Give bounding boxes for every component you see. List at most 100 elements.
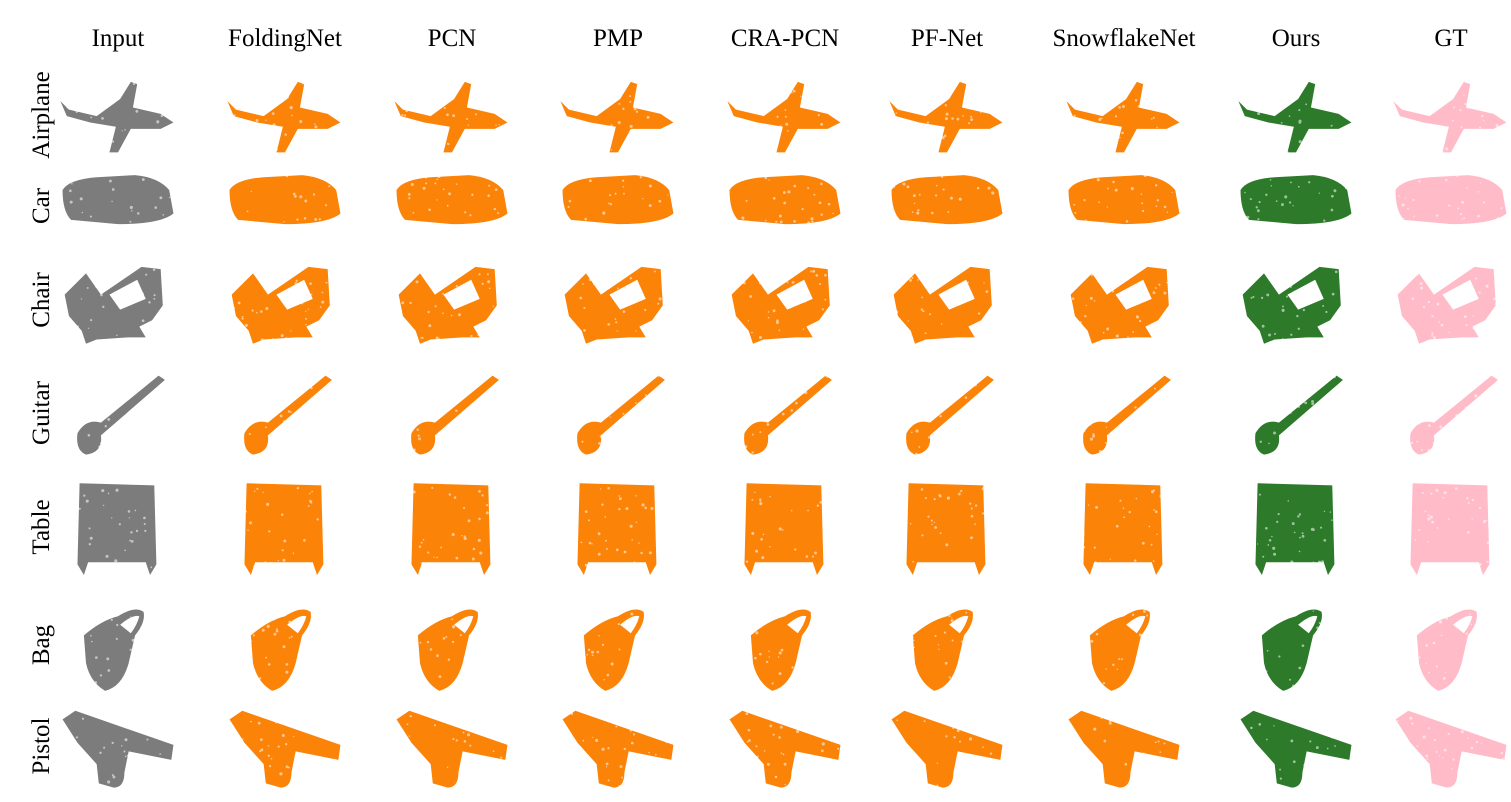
result-chair-pmp (553, 252, 683, 348)
result-pistol-pmp (553, 698, 683, 794)
result-bag-snowflakenet (1059, 597, 1189, 693)
result-chair-cra-pcn (720, 252, 850, 348)
airplane-icon (394, 75, 508, 154)
chair-icon (1396, 260, 1506, 344)
result-guitar-snowflakenet (1059, 365, 1189, 461)
result-guitar-pcn (387, 365, 517, 461)
result-table-cra-pcn (720, 479, 850, 575)
car-icon (1068, 166, 1180, 248)
guitar-icon (68, 374, 172, 455)
column-header-snowflakenet: SnowflakeNet (1052, 25, 1196, 52)
pistol-icon (1068, 705, 1180, 788)
table-icon (567, 483, 673, 575)
result-guitar-ours (1231, 365, 1361, 461)
result-pistol-foldingnet (220, 698, 350, 794)
result-chair-input (53, 252, 183, 348)
result-airplane-input (53, 67, 183, 163)
pistol-icon (229, 706, 341, 788)
airplane-icon (889, 74, 1003, 156)
column-header-ours: Ours (1271, 25, 1321, 52)
result-guitar-cra-pcn (720, 365, 850, 461)
result-guitar-foldingnet (220, 365, 350, 461)
result-guitar-pmp (553, 365, 683, 461)
result-pistol-pf-net (882, 698, 1012, 794)
column-header-pcn: PCN (427, 25, 477, 52)
row-label-table: Table (28, 499, 55, 555)
result-table-pf-net (882, 479, 1012, 575)
chair-icon (1242, 259, 1349, 344)
row-label-chair: Chair (28, 272, 55, 328)
column-header-input: Input (91, 25, 145, 52)
car-icon (62, 166, 174, 248)
result-guitar-gt (1386, 365, 1511, 461)
result-table-ours (1231, 479, 1361, 575)
result-car-pf-net (882, 158, 1012, 254)
table-icon (1249, 483, 1350, 575)
airplane-icon (227, 80, 341, 154)
result-table-pcn (387, 479, 517, 575)
result-bag-foldingnet (220, 597, 350, 693)
result-bag-pcn (387, 597, 517, 693)
result-table-input (53, 479, 183, 575)
table-icon (1071, 483, 1177, 575)
car-icon (891, 165, 1003, 247)
car-icon (229, 168, 341, 249)
result-table-pmp (553, 479, 683, 575)
table-icon (230, 483, 334, 575)
airplane-icon (1066, 79, 1180, 158)
result-pistol-input (53, 698, 183, 794)
chair-icon (1070, 260, 1178, 344)
result-chair-foldingnet (220, 252, 350, 348)
guitar-icon (1070, 375, 1179, 455)
car-icon (562, 165, 674, 247)
column-header-pmp: PMP (592, 25, 644, 52)
row-label-pistol: Pistol (28, 717, 55, 775)
guitar-icon (895, 375, 1000, 456)
column-header-cra-pcn: CRA-PCN (730, 25, 840, 52)
result-airplane-pmp (553, 67, 683, 163)
result-chair-pcn (387, 252, 517, 348)
row-label-airplane: Airplane (28, 71, 55, 159)
guitar-icon (1246, 373, 1350, 455)
car-icon (729, 165, 841, 249)
result-airplane-foldingnet (220, 67, 350, 163)
airplane-icon (1393, 75, 1507, 158)
result-airplane-gt (1386, 67, 1511, 163)
result-car-foldingnet (220, 158, 350, 254)
result-car-input (53, 158, 183, 254)
guitar-icon (567, 374, 668, 456)
table-icon (1397, 483, 1505, 575)
result-chair-snowflakenet (1059, 252, 1189, 348)
chair-icon (231, 262, 330, 344)
result-pistol-gt (1386, 698, 1511, 794)
result-pistol-snowflakenet (1059, 698, 1189, 794)
chair-icon (64, 262, 171, 344)
bag-icon (230, 605, 339, 691)
pistol-icon (729, 708, 841, 788)
bag-icon (1246, 607, 1350, 691)
guitar-icon (231, 374, 336, 455)
guitar-icon (732, 373, 839, 455)
result-chair-gt (1386, 252, 1511, 348)
result-airplane-pcn (387, 67, 517, 163)
column-header-foldingnet: FoldingNet (228, 25, 342, 52)
result-airplane-pf-net (882, 67, 1012, 163)
result-car-gt (1386, 158, 1511, 254)
pistol-icon (891, 705, 1003, 788)
result-bag-pmp (553, 597, 683, 693)
result-airplane-snowflakenet (1059, 67, 1189, 163)
result-table-gt (1386, 479, 1511, 575)
column-header-gt: GT (1434, 25, 1468, 52)
car-icon (1395, 171, 1507, 246)
table-icon (893, 483, 997, 575)
airplane-icon (727, 74, 841, 157)
result-chair-pf-net (882, 252, 1012, 348)
result-car-pcn (387, 158, 517, 254)
result-bag-ours (1231, 597, 1361, 693)
guitar-icon (403, 373, 505, 456)
row-label-car: Car (28, 187, 55, 225)
result-table-foldingnet (220, 479, 350, 575)
bag-icon (563, 604, 670, 691)
result-bag-gt (1386, 597, 1511, 693)
result-car-pmp (553, 158, 683, 254)
